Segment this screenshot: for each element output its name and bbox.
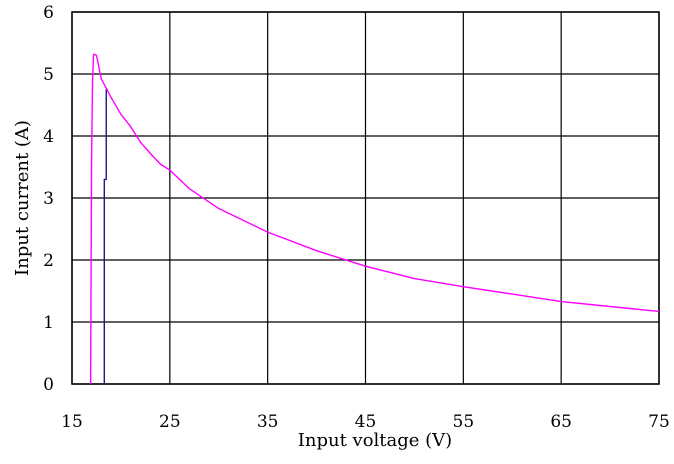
x-tick-label: 75 <box>648 412 670 432</box>
series-lines <box>89 53 660 385</box>
x-tick-label: 35 <box>257 412 279 432</box>
x-tick-label: 65 <box>550 412 572 432</box>
x-tick-label: 25 <box>159 412 181 432</box>
y-tick-label: 1 <box>43 313 54 333</box>
x-axis-label: Input voltage (V) <box>298 430 452 451</box>
grid-lines <box>71 11 660 385</box>
x-tick-labels: 15 25 35 45 55 65 75 <box>61 412 670 432</box>
y-tick-label: 3 <box>43 189 54 209</box>
y-tick-label: 2 <box>43 251 54 271</box>
series-line-2 <box>103 89 107 384</box>
x-tick-label: 15 <box>61 412 83 432</box>
x-tick-label: 55 <box>453 412 475 432</box>
y-tick-label: 0 <box>43 375 54 395</box>
y-tick-labels: 0 1 2 3 4 5 6 <box>43 3 54 395</box>
series-line-1 <box>89 53 660 385</box>
y-tick-label: 6 <box>43 3 54 23</box>
y-axis-label: Input current (A) <box>12 120 33 276</box>
x-tick-label: 45 <box>355 412 377 432</box>
y-tick-label: 5 <box>43 65 54 85</box>
y-tick-label: 4 <box>43 127 54 147</box>
